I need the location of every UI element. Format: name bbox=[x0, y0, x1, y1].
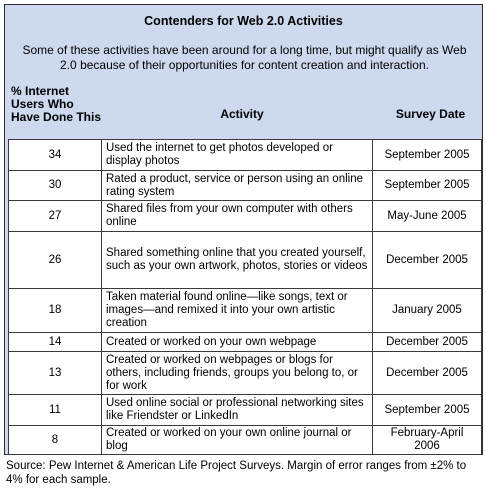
survey-date-cell: September 2005 bbox=[372, 394, 482, 426]
percent-cell: 26 bbox=[8, 231, 102, 289]
activity-cell: Created or worked on your own online jou… bbox=[101, 425, 373, 455]
table-row: 14 Created or worked on your own webpage… bbox=[8, 332, 482, 352]
table-row: 18 Taken material found online—like song… bbox=[8, 288, 482, 333]
percent-cell: 13 bbox=[8, 351, 102, 395]
percent-cell: 30 bbox=[8, 170, 102, 201]
survey-date-cell: January 2005 bbox=[372, 288, 482, 333]
table-row: 30 Rated a product, service or person us… bbox=[8, 170, 482, 201]
activity-cell: Used online social or professional netwo… bbox=[101, 394, 373, 426]
survey-date-cell: September 2005 bbox=[372, 139, 482, 171]
survey-date-cell: December 2005 bbox=[372, 332, 482, 352]
percent-cell: 14 bbox=[8, 332, 102, 352]
percent-cell: 11 bbox=[8, 394, 102, 426]
percent-cell: 8 bbox=[8, 425, 102, 455]
table-row: 13 Created or worked on webpages or blog… bbox=[8, 351, 482, 395]
activity-cell: Shared something online that you created… bbox=[101, 231, 373, 289]
column-header-survey-date: Survey Date bbox=[395, 107, 466, 121]
column-header-percent: % Internet Users Who Have Done This bbox=[11, 84, 102, 124]
table-row: 8 Created or worked on your own online j… bbox=[8, 425, 482, 455]
table-description: Some of these activities have been aroun… bbox=[22, 43, 467, 72]
percent-cell: 18 bbox=[8, 288, 102, 333]
table-row: 26 Shared something online that you crea… bbox=[8, 231, 482, 289]
activity-cell: Taken material found online—like songs, … bbox=[101, 288, 373, 333]
survey-date-cell: September 2005 bbox=[372, 170, 482, 201]
page-title: Contenders for Web 2.0 Activities bbox=[144, 14, 343, 28]
table-row: 27 Shared files from your own computer w… bbox=[8, 200, 482, 232]
table-row: 34 Used the internet to get photos devel… bbox=[8, 139, 482, 171]
survey-date-cell: December 2005 bbox=[372, 231, 482, 289]
activity-cell: Used the internet to get photos develope… bbox=[101, 139, 373, 171]
table-row: 11 Used online social or professional ne… bbox=[8, 394, 482, 426]
survey-date-cell: February-April 2006 bbox=[372, 425, 482, 455]
survey-date-cell: December 2005 bbox=[372, 351, 482, 395]
activity-cell: Created or worked on webpages or blogs f… bbox=[101, 351, 373, 395]
column-header-activity: Activity bbox=[220, 107, 264, 121]
activity-cell: Rated a product, service or person using… bbox=[101, 170, 373, 201]
activity-cell: Created or worked on your own webpage bbox=[101, 332, 373, 352]
activities-table: 34 Used the internet to get photos devel… bbox=[8, 139, 482, 455]
percent-cell: 27 bbox=[8, 200, 102, 232]
survey-date-cell: May-June 2005 bbox=[372, 200, 482, 232]
source-note: Source: Pew Internet & American Life Pro… bbox=[6, 460, 467, 486]
percent-cell: 34 bbox=[8, 139, 102, 171]
activity-cell: Shared files from your own computer with… bbox=[101, 200, 373, 232]
